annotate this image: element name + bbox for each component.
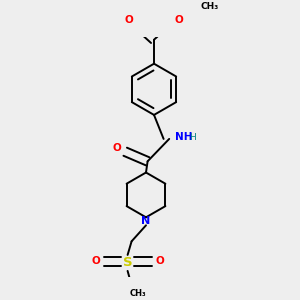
Text: O: O: [124, 15, 133, 25]
Text: O: O: [174, 15, 183, 25]
Text: S: S: [123, 256, 132, 269]
Text: O: O: [91, 256, 100, 266]
Text: CH₃: CH₃: [130, 289, 146, 298]
Text: CH₃: CH₃: [200, 2, 219, 10]
Text: H: H: [189, 133, 196, 142]
Text: O: O: [155, 256, 164, 266]
Text: O: O: [112, 143, 121, 153]
Text: N: N: [141, 215, 151, 226]
Text: NH: NH: [175, 132, 192, 142]
